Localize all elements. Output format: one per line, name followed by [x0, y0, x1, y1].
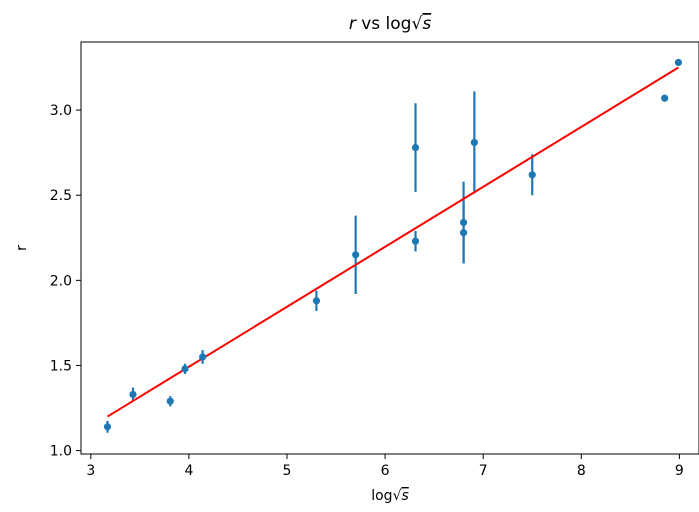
chart-title-radical: √	[411, 14, 422, 34]
data-point	[411, 143, 420, 152]
plot-area	[103, 58, 683, 433]
y-tick-label: 1.5	[50, 358, 72, 374]
chart-title-root: s	[422, 14, 431, 34]
data-point	[181, 365, 189, 373]
data-point	[352, 251, 360, 259]
y-tick-label: 2.0	[50, 273, 72, 289]
plot-frame	[80, 41, 699, 455]
data-point	[459, 218, 468, 227]
chart-title: r vs log√s	[349, 14, 431, 34]
data-point	[312, 297, 321, 305]
x-axis-label-radical: √	[393, 488, 402, 504]
x-axis: 3 4 5 6 7 8 9	[86, 454, 684, 479]
data-point	[103, 423, 112, 431]
data-point	[528, 171, 536, 179]
x-tick-label: 6	[381, 463, 390, 479]
x-tick-label: 5	[283, 463, 292, 479]
y-tick-label: 1.0	[50, 444, 72, 460]
y-axis-label: r	[14, 245, 30, 251]
chart-title-var: r	[349, 14, 357, 34]
x-axis-label-root: s	[401, 488, 408, 504]
x-tick-label: 8	[577, 463, 586, 479]
data-point	[411, 237, 420, 245]
data-point	[674, 58, 683, 67]
y-tick-label: 2.5	[50, 188, 72, 204]
x-axis-label-prefix: log	[371, 488, 392, 504]
x-tick-label: 4	[184, 463, 193, 479]
data-point	[661, 94, 669, 102]
data-point	[199, 353, 207, 361]
data-point	[166, 397, 174, 405]
x-tick-label: 7	[479, 463, 488, 479]
data-point	[459, 229, 468, 237]
y-tick-label: 3.0	[50, 103, 72, 119]
data-point	[470, 138, 478, 147]
y-axis: 1.0 1.5 2.0 2.5 3.0	[50, 103, 81, 460]
data-point	[129, 390, 137, 399]
x-tick-label: 9	[675, 463, 684, 479]
chart-title-mid: vs log	[356, 14, 412, 34]
x-tick-label: 3	[86, 463, 95, 479]
x-axis-label: log√s	[371, 488, 409, 504]
fit-line	[106, 66, 679, 418]
